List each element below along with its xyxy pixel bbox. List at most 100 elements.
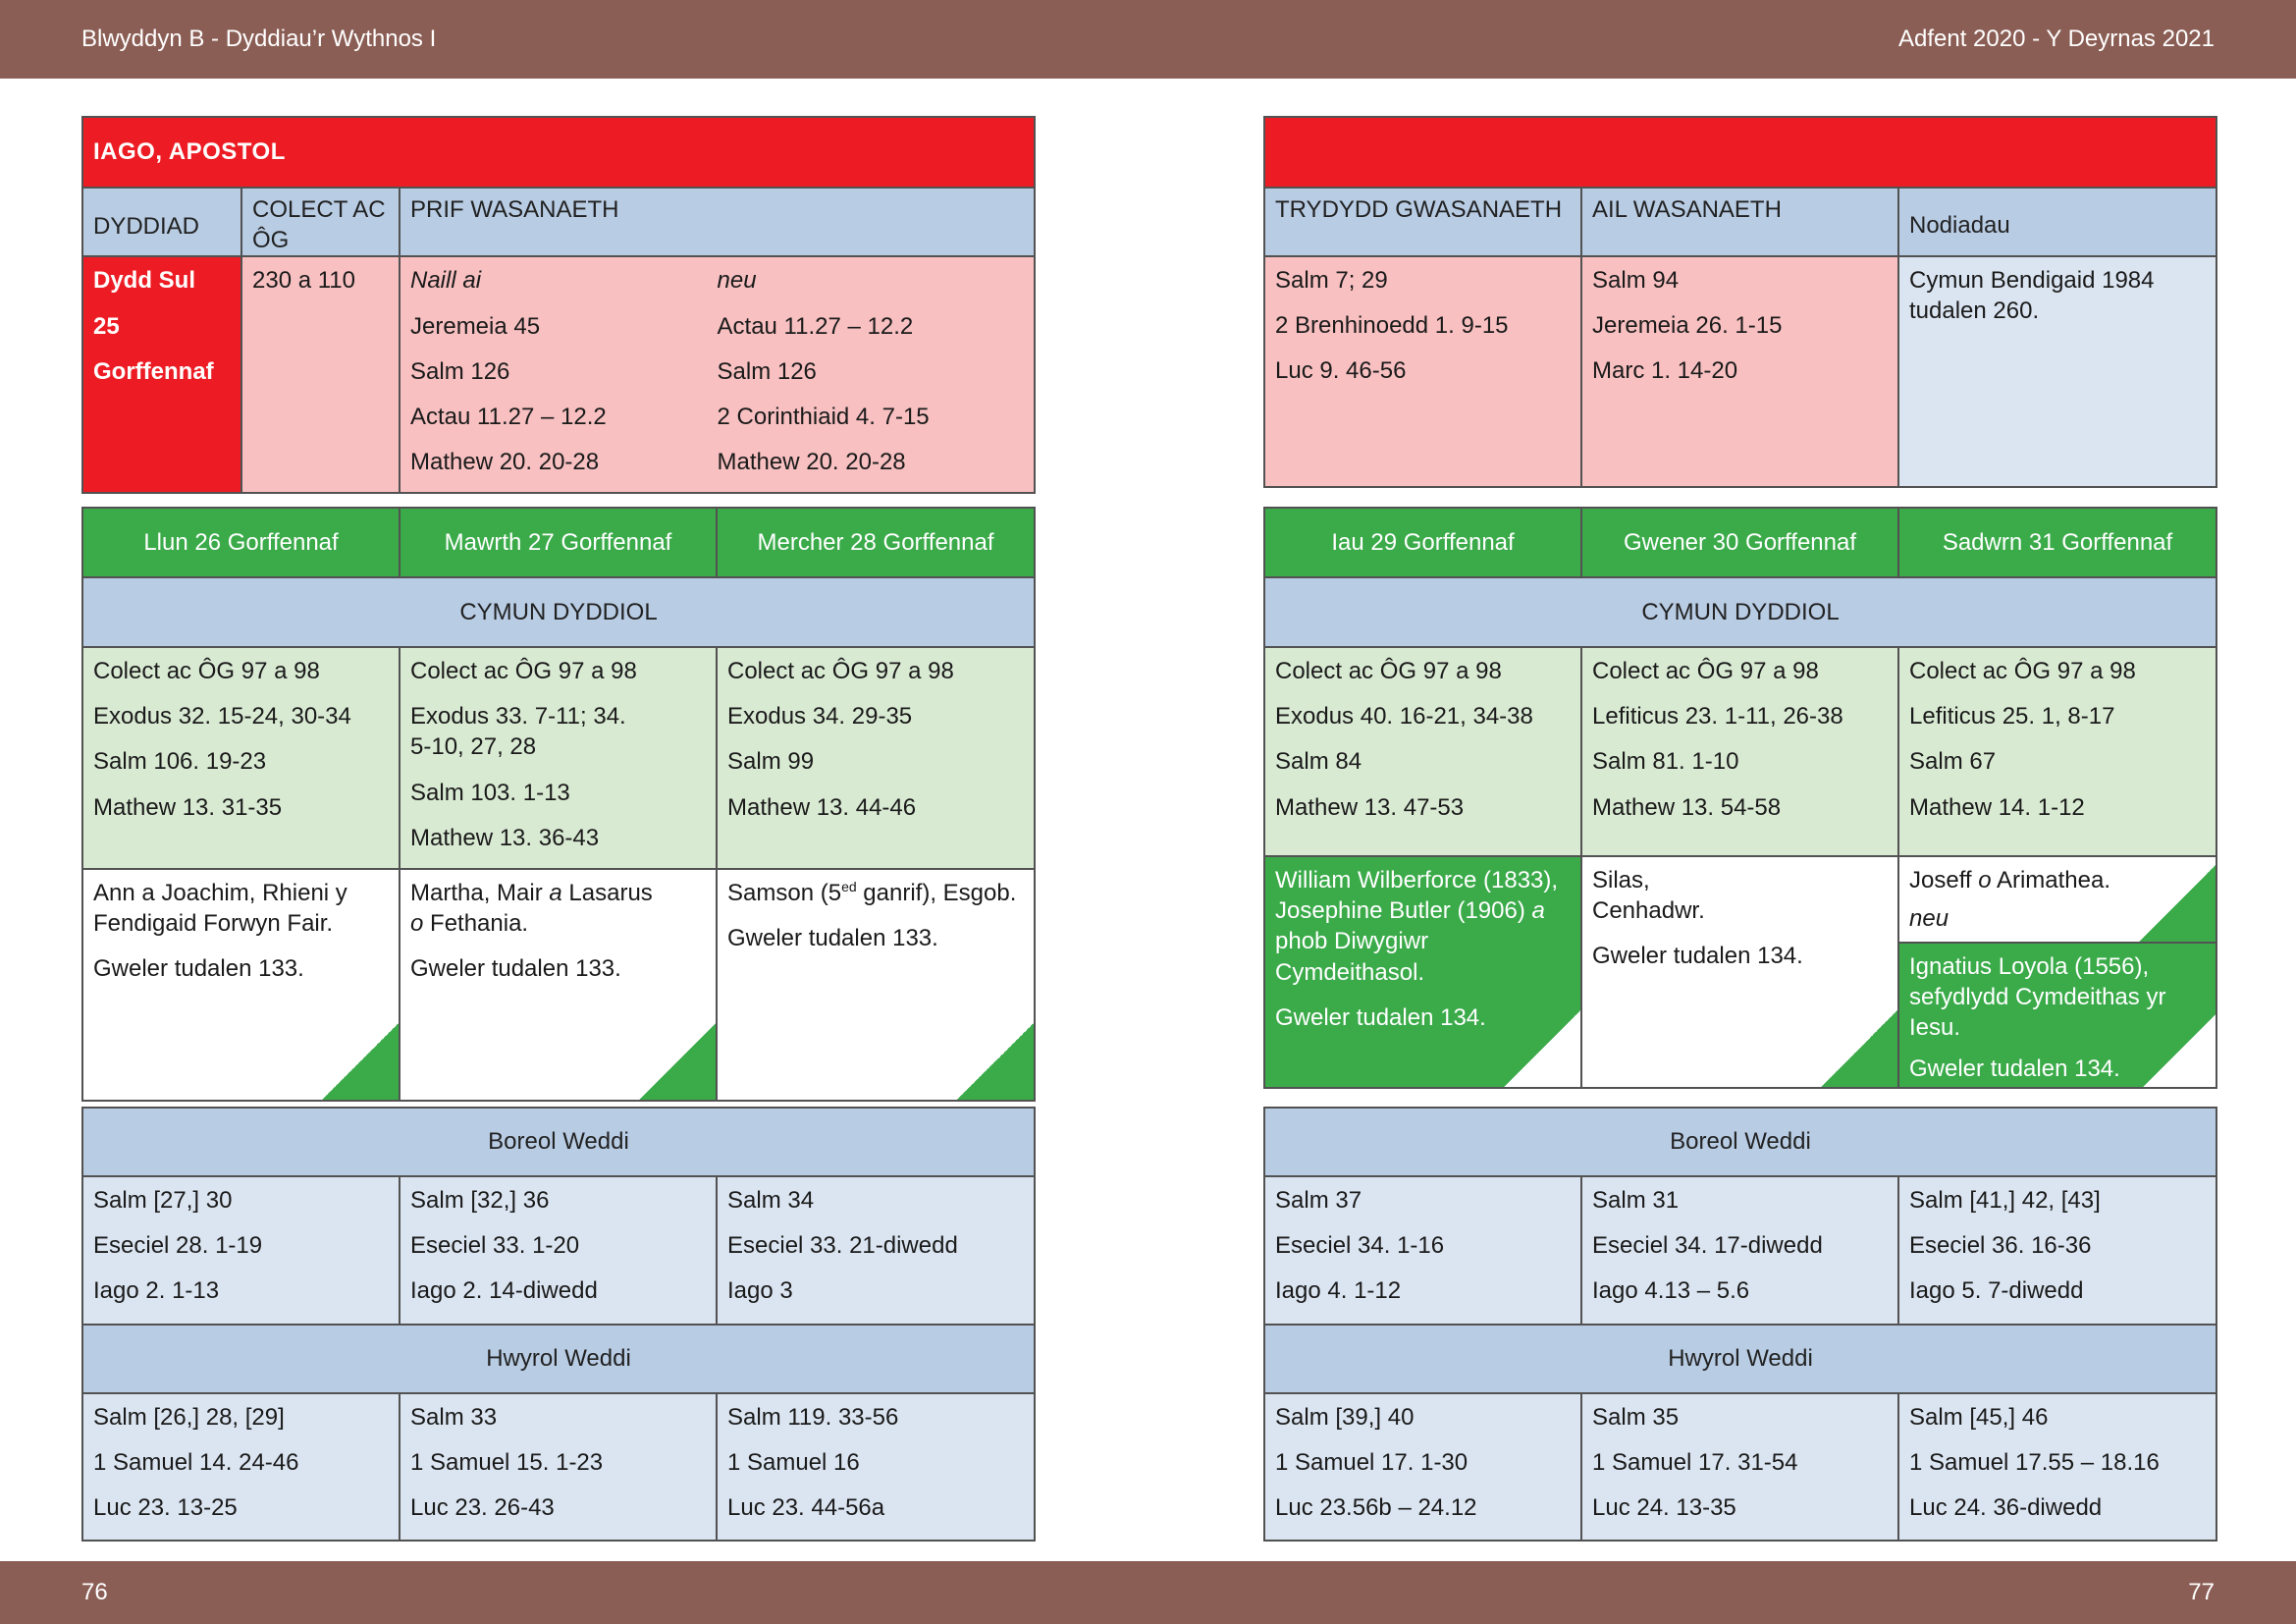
commemoration-text: Ignatius Loyola (1556), sefydlydd Cymdei… [1909,953,2166,1042]
eucharist-cell: Colect ac ÔG 97 a 98 Lefiticus 23. 1-11,… [1580,646,1899,857]
reading: Mathew 20. 20-28 [410,449,600,476]
reading: Iago 5. 7-diwedd [1909,1277,2084,1305]
eucharist-cell: Colect ac ÔG 97 a 98 Exodus 40. 16-21, 3… [1263,646,1582,857]
morning-readings-cell: Salm [32,] 36 Eseciel 33. 1-20 Iago 2. 1… [399,1175,718,1326]
commemoration-cell: Martha, Mair a Lasarus o Fethania. Gweler… [399,867,718,1102]
reading: 2 Brenhinoedd 1. 9-15 [1275,312,1509,340]
commemoration-cell: Samson (5ed ganrif), Esgob. Gweler tudal… [716,867,1036,1102]
reading: Mathew 13. 47-53 [1275,793,1465,821]
date-month: Gorffennaf [93,357,214,385]
reading: Salm [41,] 42, [43] [1909,1187,2101,1214]
eucharist-header: CYMUN DYDDIOL [1263,576,2217,648]
evening-prayer-header: Hwyrol Weddi [1263,1324,2217,1394]
reading: Exodus 33. 7-11; 34. 5-10, 27, 28 [410,703,626,761]
day-header: Llun 26 Gorffennaf [81,507,400,578]
morning-readings-cell: Salm [27,] 30 Eseciel 28. 1-19 Iago 2. 1… [81,1175,400,1326]
morning-readings-cell: Salm [41,] 42, [43] Eseciel 36. 16-36 Ia… [1897,1175,2217,1326]
text-part: Fethania. [423,910,529,938]
reading: Exodus 32. 15-24, 30-34 [93,703,351,731]
reading: Salm 81. 1-10 [1592,748,1739,776]
reading: Salm 37 [1275,1187,1362,1214]
notes-text: Cymun Bendigaid 1984 tudalen 260. [1909,267,2155,325]
morning-readings-cell: Salm 37 Eseciel 34. 1-16 Iago 4. 1-12 [1263,1175,1582,1326]
collect-ref: 230 a 110 [252,267,355,295]
reading: Actau 11.27 – 12.2 [717,312,914,340]
day-header: Mercher 28 Gorffennaf [716,507,1036,578]
weekday-table-left: Llun 26 Gorffennaf Mawrth 27 Gorffennaf … [81,507,1036,1102]
reading: Salm 103. 1-13 [410,779,570,806]
reading: Luc 23. 26-43 [410,1494,555,1522]
reading: Salm 7; 29 [1275,267,1388,294]
commemoration-cell: William Wilberforce (1833), Josephine Bu… [1263,855,1582,1089]
reading: Salm [39,] 40 [1275,1404,1415,1431]
text-part: ganrif), Esgob. [856,879,1017,906]
reading: Luc 23. 13-25 [93,1494,238,1522]
morning-prayer-header: Boreol Weddi [81,1107,1036,1177]
corner-triangle [957,1022,1034,1100]
reading: Iago 4. 1-12 [1275,1277,1402,1305]
reading: Salm [45,] 46 [1909,1404,2049,1431]
see-page: Gweler tudalen 134. [1592,943,1803,970]
eucharist-cell: Colect ac ÔG 97 a 98 Exodus 33. 7-11; 34… [399,646,718,870]
commemoration-text: William Wilberforce (1833), Josephine Bu… [1275,865,1571,988]
reading: Salm [27,] 30 [93,1187,233,1214]
footer-band: 76 77 [0,1561,2296,1624]
reading: Salm 94 [1592,267,1680,294]
option-a-label: Naill ai [410,267,482,295]
page-number-right: 77 [2188,1579,2215,1605]
day-header: Iau 29 Gorffennaf [1263,507,1582,578]
see-page: Gweler tudalen 133. [727,925,938,952]
reading: Salm 126 [410,357,510,385]
reading: Mathew 13. 31-35 [93,793,283,821]
evening-readings-cell: Salm 35 1 Samuel 17. 31-54 Luc 24. 13-35 [1580,1392,1899,1542]
eucharist-cell: Colect ac ÔG 97 a 98 Exodus 34. 29-35 Sa… [716,646,1036,870]
reading: Lefiticus 23. 1-11, 26-38 [1592,703,1843,731]
reading: Mathew 13. 54-58 [1592,793,1782,821]
text-part: o [1978,867,1992,893]
reading: Colect ac ÔG 97 a 98 [93,658,320,684]
reading: Colect ac ÔG 97 a 98 [1909,658,2136,684]
third-service-cell: Salm 7; 29 2 Brenhinoedd 1. 9-15 Luc 9. … [1263,255,1582,488]
sunday-table-right: TRYDYDD GWASANAETH AIL WASANAETH Nodiada… [1262,116,2218,488]
eucharist-cell: Colect ac ÔG 97 a 98 Lefiticus 25. 1, 8-… [1897,646,2217,857]
reading: Colect ac ÔG 97 a 98 [727,658,954,684]
reading: Salm 35 [1592,1404,1680,1431]
see-page: Gweler tudalen 133. [93,955,304,983]
day-header: Mawrth 27 Gorffennaf [399,507,718,578]
commemoration-text: Silas, Cenhadwr. [1592,867,1705,925]
second-service-cell: Salm 94 Jeremeia 26. 1-15 Marc 1. 14-20 [1580,255,1899,488]
reading: Luc 24. 36-diwedd [1909,1494,2103,1522]
reading: Mathew 13. 44-46 [727,793,917,821]
collect-cell: 230 a 110 [240,255,400,495]
text-part: Samson (5 [727,879,842,906]
reading: Salm 84 [1275,748,1362,776]
reading: Jeremeia 26. 1-15 [1592,312,1783,340]
superscript: ed [841,878,857,894]
day-header: Gwener 30 Gorffennaf [1580,507,1899,578]
corner-triangle [322,1022,399,1100]
col-header-notes: Nodiadau [1896,187,2218,257]
reading: Luc 23.56b – 24.12 [1275,1494,1477,1522]
reading: Iago 2. 14-diwedd [410,1277,598,1305]
reading: Salm 67 [1909,748,1997,776]
option-b-label: neu [717,267,757,295]
notes-cell: Cymun Bendigaid 1984 tudalen 260. [1896,255,2218,488]
commemoration-cell-split: Joseff o Arimathea. neu Ignatius Loyola … [1897,855,2217,1089]
commemoration-text: Joseff o Arimathea. [1909,865,2206,895]
reading: 1 Samuel 15. 1-23 [410,1449,604,1477]
commemoration-cell: Silas, Cenhadwr. Gweler tudalen 134. [1580,855,1899,1089]
reading: Mathew 20. 20-28 [717,449,906,476]
eucharist-header: CYMUN DYDDIOL [81,576,1036,648]
col-header-third-service: TRYDYDD GWASANAETH [1263,187,1582,257]
text-part: Martha, Mair [410,879,550,906]
reading: Salm 99 [727,748,815,776]
reading: Mathew 13. 36-43 [410,824,600,851]
col-header-principal: PRIF WASANAETH [398,186,1037,258]
text-part: Arimathea. [1991,867,2111,893]
reading: Eseciel 33. 21-diwedd [727,1232,958,1260]
text-part: o [410,910,424,938]
text-part: Joseff [1909,867,1979,893]
reading: Exodus 34. 29-35 [727,703,913,731]
reading: Lefiticus 25. 1, 8-17 [1909,703,2115,731]
see-page: Gweler tudalen 134. [1275,1003,1486,1031]
